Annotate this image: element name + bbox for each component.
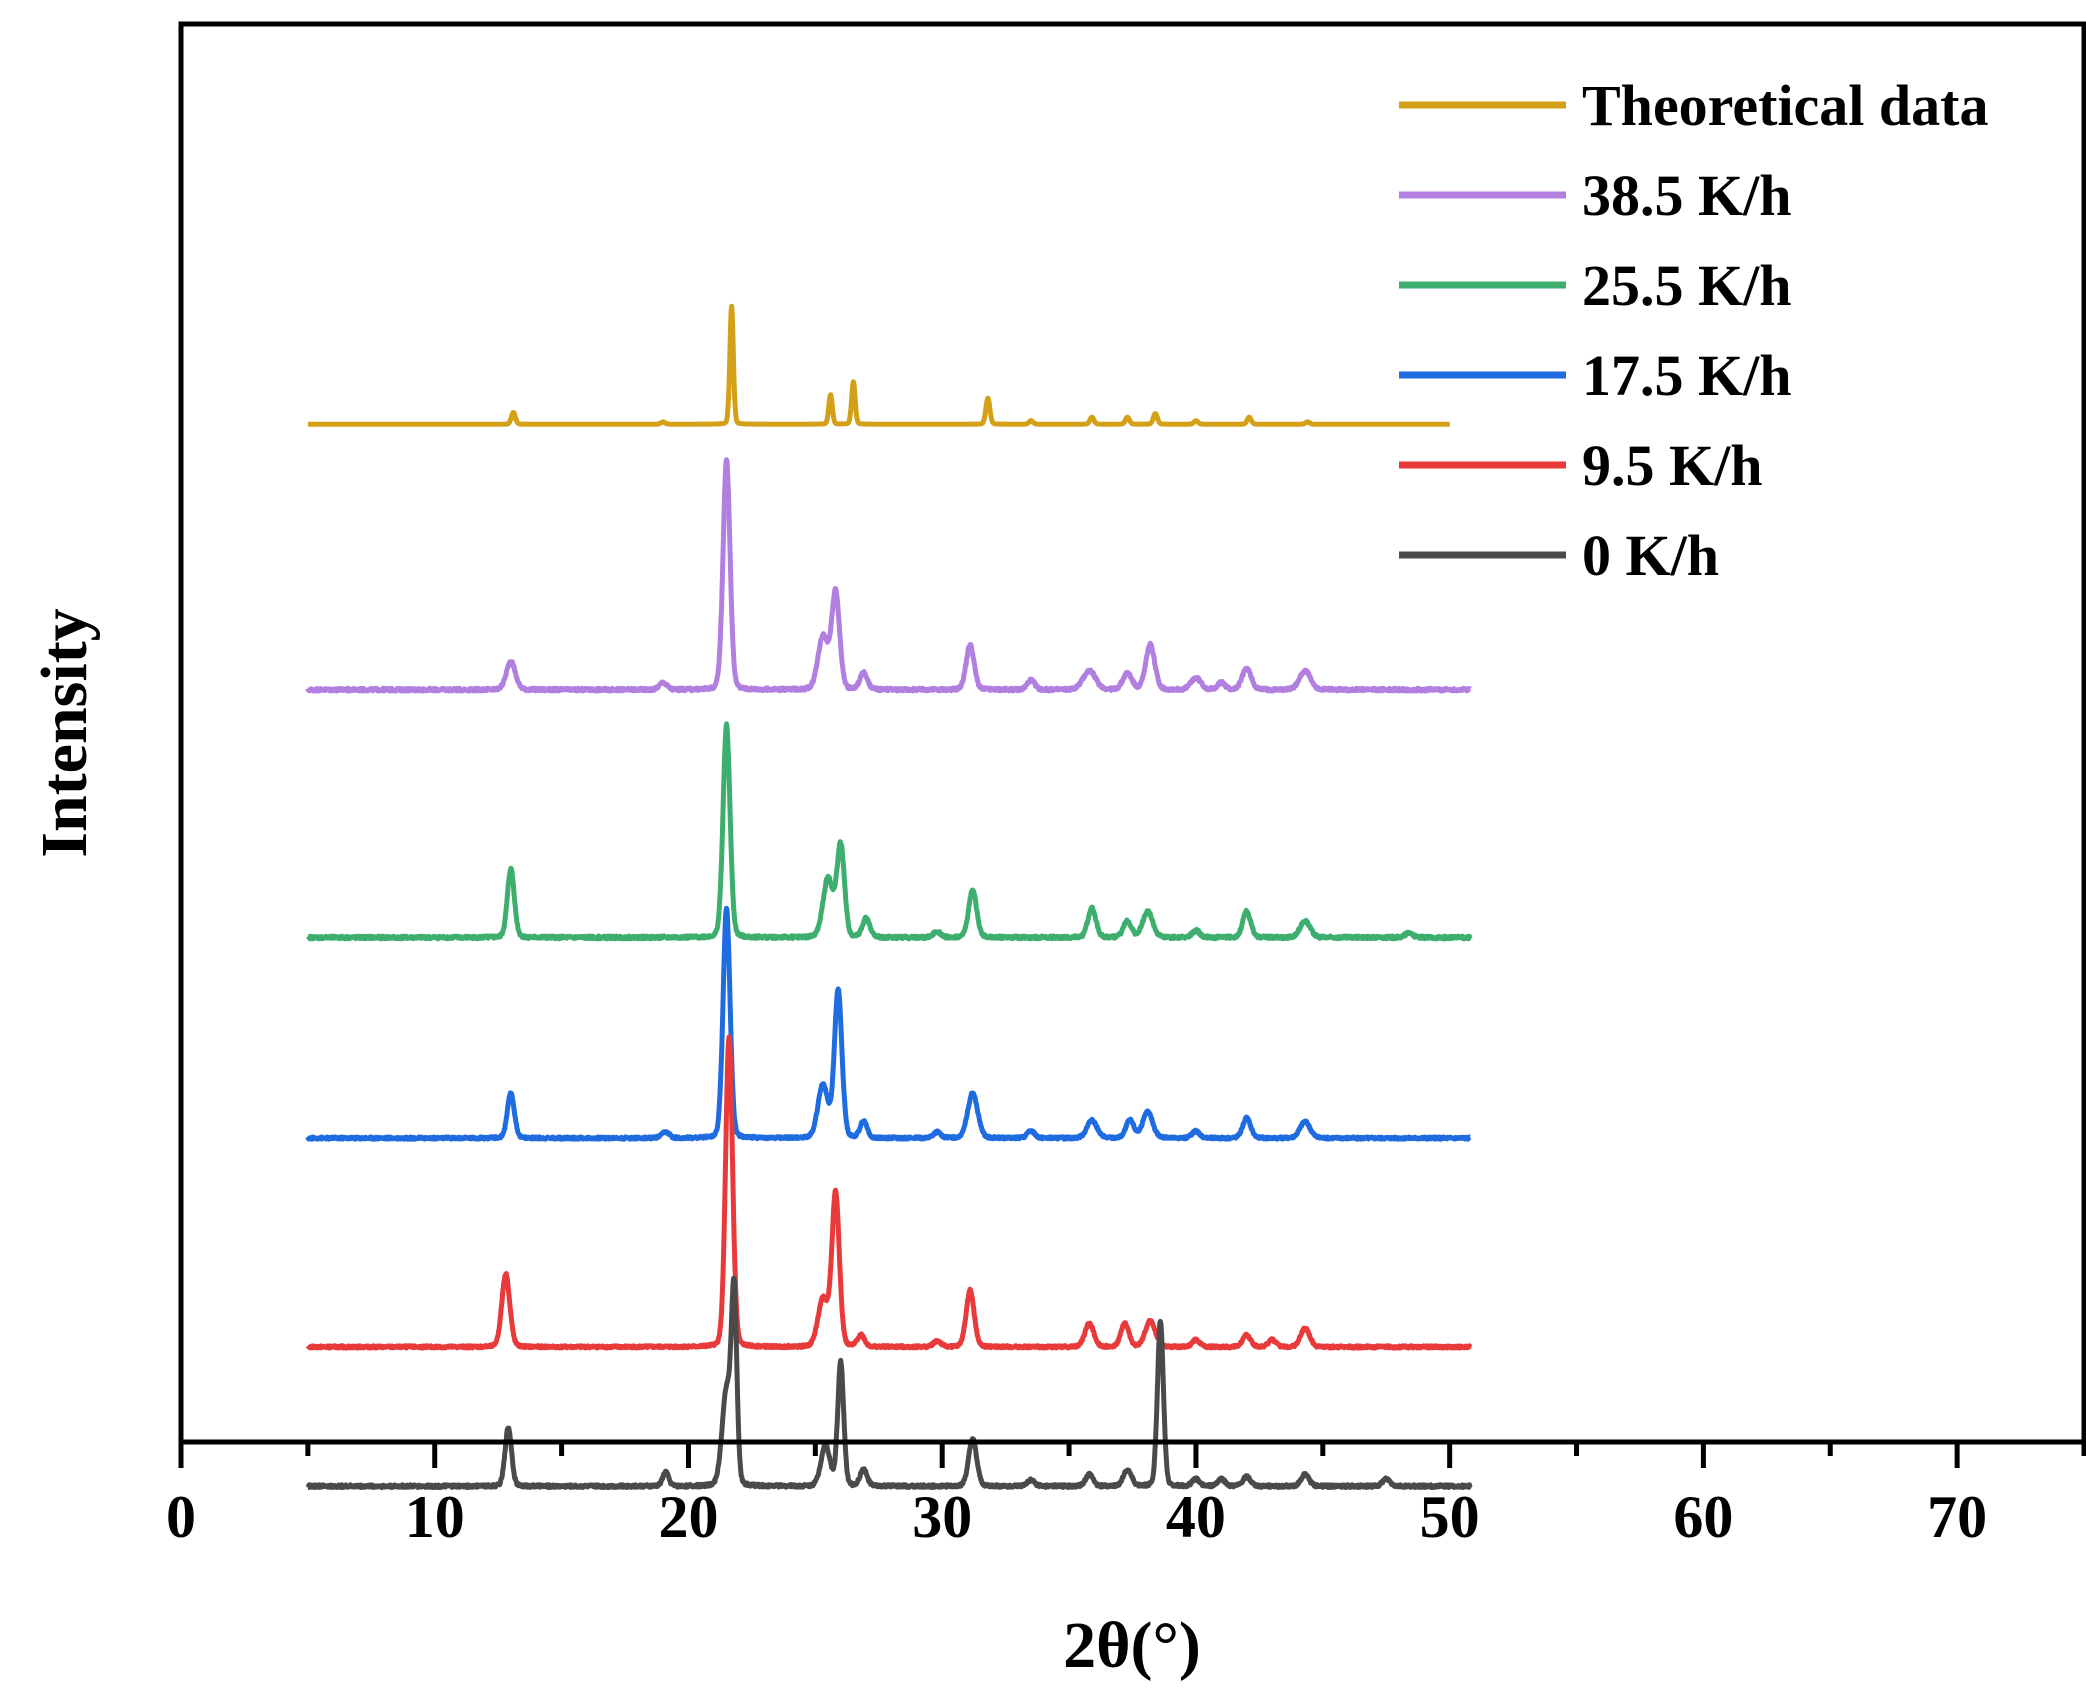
legend-label: 0 K/h bbox=[1582, 523, 1719, 588]
series-line bbox=[305, 303, 1452, 427]
plot-frame bbox=[178, 21, 2086, 1445]
legend-label: 17.5 K/h bbox=[1582, 343, 1792, 408]
series-line bbox=[305, 1275, 1473, 1491]
x-axis-tick-labels: 0 10 20 30 40 50 60 70 bbox=[166, 1484, 1987, 1550]
x-tick-label: 50 bbox=[1420, 1484, 1480, 1550]
x-tick-label: 10 bbox=[405, 1484, 465, 1550]
x-tick-label: 60 bbox=[1673, 1484, 1733, 1550]
x-tick-label: 70 bbox=[1927, 1484, 1987, 1550]
x-axis-ticks bbox=[178, 1442, 2086, 1468]
x-tick-label: 0 bbox=[166, 1484, 196, 1550]
legend-label: 25.5 K/h bbox=[1582, 253, 1792, 318]
legend-label: Theoretical data bbox=[1582, 73, 1988, 138]
x-tick-label: 40 bbox=[1166, 1484, 1226, 1550]
x-tick-label: 30 bbox=[912, 1484, 972, 1550]
x-axis-title: 2θ(°) bbox=[1063, 1609, 1201, 1682]
plot-series bbox=[305, 303, 1473, 1491]
x-tick-label: 20 bbox=[658, 1484, 718, 1550]
series-line bbox=[305, 721, 1473, 942]
series-line bbox=[305, 905, 1472, 1142]
y-axis-title: Intensity bbox=[28, 608, 101, 857]
series-line bbox=[305, 1034, 1473, 1351]
legend-label: 9.5 K/h bbox=[1582, 433, 1763, 498]
legend-label: 38.5 K/h bbox=[1582, 163, 1792, 228]
legend: Theoretical data 38.5 K/h 25.5 K/h 17.5 K/h… bbox=[1399, 73, 1988, 588]
series-line bbox=[305, 457, 1472, 694]
